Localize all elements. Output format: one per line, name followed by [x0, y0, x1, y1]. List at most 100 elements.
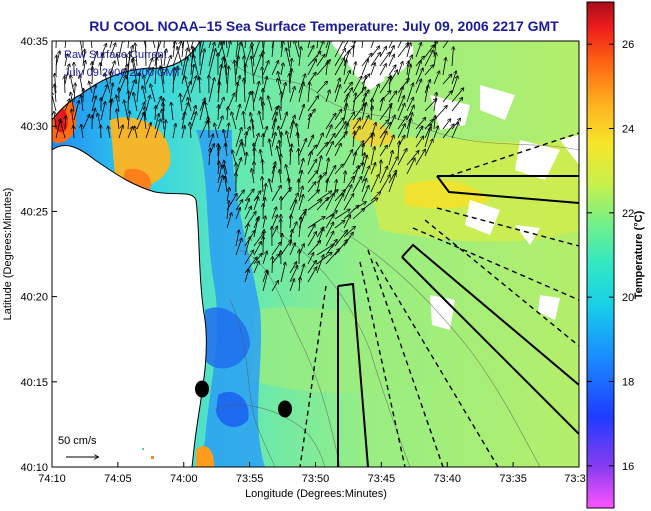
current-vector — [388, 91, 397, 103]
current-vector — [177, 47, 183, 67]
current-vector — [90, 41, 93, 49]
current-vector — [361, 103, 366, 121]
current-vector — [279, 141, 281, 157]
current-vector — [253, 232, 264, 247]
current-vector — [397, 87, 403, 103]
current-vector — [343, 50, 350, 67]
current-vector — [290, 149, 291, 166]
current-vector — [397, 149, 407, 166]
current-vector — [415, 43, 421, 58]
current-vector — [361, 186, 369, 202]
current-vector — [225, 41, 228, 49]
current-vector — [279, 170, 281, 184]
x-tick-label: 73:45 — [368, 473, 396, 485]
current-vector — [361, 115, 369, 130]
current-vector — [199, 41, 202, 49]
lane-dashed — [367, 249, 444, 467]
y-tick-label: 40:30 — [20, 121, 48, 133]
current-vector — [424, 99, 437, 112]
current-vector — [54, 84, 56, 103]
current-vector — [433, 126, 438, 139]
current-vector — [64, 99, 70, 112]
current-vector — [352, 177, 362, 193]
current-vector — [334, 49, 345, 67]
cold-plume — [196, 130, 265, 467]
current-vector — [110, 100, 111, 121]
current-vector — [172, 41, 182, 67]
land-staten-island — [52, 41, 200, 120]
current-vector — [397, 124, 405, 139]
x-axis-label: Longitude (Degrees:Minutes) — [245, 488, 387, 500]
y-axis-label: Latitude (Degrees:Minutes) — [2, 188, 14, 321]
current-vector — [235, 43, 241, 67]
x-axis: 74:10 74:05 74:00 73:55 73:50 73:45 73:40 73:35… — [38, 462, 586, 485]
current-vector — [154, 119, 161, 139]
current-vector — [144, 113, 147, 130]
current-vector — [379, 175, 390, 193]
data-dot — [151, 456, 154, 459]
current-vector — [163, 120, 166, 139]
current-vector — [73, 126, 74, 139]
current-vector — [361, 179, 366, 193]
current-vector — [217, 97, 224, 112]
current-vector — [280, 262, 285, 283]
current-vector — [343, 150, 353, 166]
current-vector — [244, 199, 249, 211]
current-vector — [271, 242, 281, 256]
current-vector — [307, 59, 316, 76]
colorbar — [586, 1, 615, 509]
current-vector — [325, 193, 334, 211]
current-vector — [235, 41, 239, 58]
current-vector — [128, 52, 130, 76]
current-vector — [307, 225, 315, 238]
current-vector — [415, 136, 424, 148]
current-vector — [289, 266, 298, 283]
current-vector — [397, 62, 403, 76]
x-tick-label: 74:05 — [104, 473, 132, 485]
current-vector — [244, 224, 249, 238]
current-vector — [379, 52, 390, 67]
current-vector — [424, 50, 433, 67]
current-vector — [118, 125, 123, 139]
current-vector — [326, 61, 328, 76]
current-vector — [244, 237, 250, 256]
current-vector — [289, 41, 292, 49]
current-vector — [252, 43, 255, 67]
current-vector — [370, 133, 373, 148]
current-vector — [262, 41, 264, 49]
current-vector — [379, 76, 391, 94]
colorbar-tick-label: 18 — [622, 377, 634, 389]
current-vector — [289, 279, 294, 292]
current-vector — [307, 46, 314, 58]
current-vector — [424, 85, 428, 103]
current-vector — [344, 171, 345, 184]
current-vector — [299, 149, 300, 166]
current-vector — [253, 82, 259, 103]
x-tick-label: 73:50 — [302, 473, 330, 485]
scale-label: 50 cm/s — [58, 435, 97, 447]
current-vector — [298, 195, 303, 211]
current-vector — [127, 80, 135, 103]
current-vector — [271, 41, 274, 49]
current-vector — [227, 66, 229, 94]
current-vector — [269, 139, 273, 157]
current-vector — [370, 163, 376, 175]
lane-dashed — [424, 219, 579, 347]
current-vector — [343, 41, 349, 49]
y-tick-label: 40:35 — [20, 36, 48, 48]
current-vector — [433, 71, 440, 85]
current-vector — [289, 74, 290, 94]
current-vector — [252, 91, 254, 112]
current-vector — [379, 120, 388, 130]
current-vector — [325, 249, 339, 265]
current-vector — [64, 54, 67, 67]
current-vector — [424, 45, 434, 58]
current-vector — [208, 78, 214, 103]
data-dot — [142, 448, 144, 450]
shipping-lanes — [299, 132, 579, 467]
current-vector — [388, 54, 394, 67]
cloud-mask — [515, 225, 540, 245]
current-vector — [299, 277, 300, 292]
current-vector — [307, 253, 314, 265]
current-vector — [217, 116, 223, 130]
